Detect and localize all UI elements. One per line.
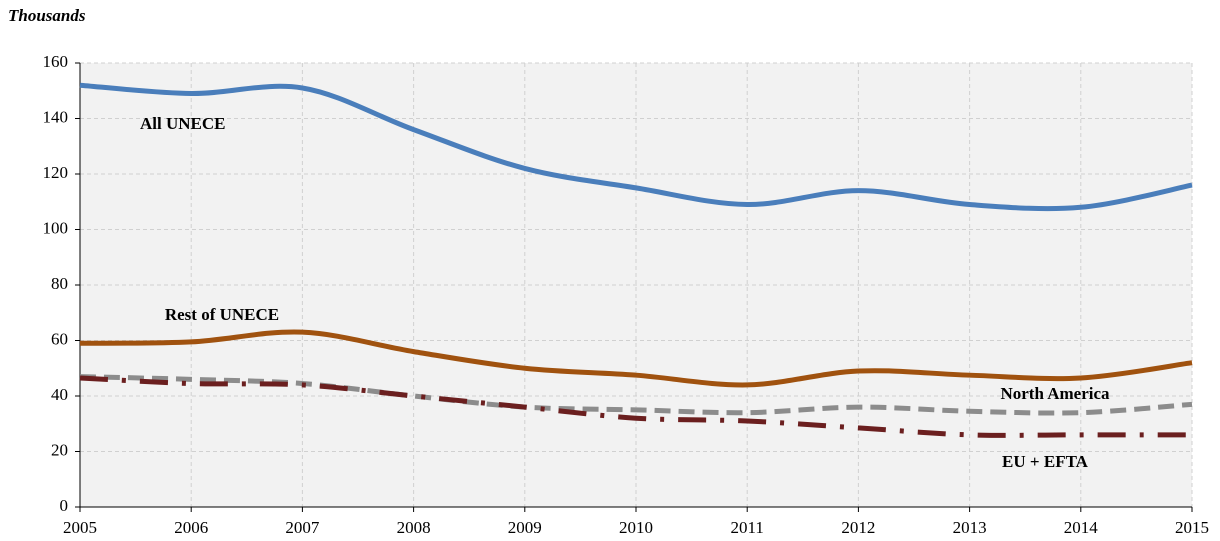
y-tick-label: 60 [51, 329, 68, 348]
y-tick-label: 0 [60, 496, 69, 515]
x-tick-label: 2015 [1175, 518, 1209, 537]
y-tick-label: 100 [43, 218, 69, 237]
x-tick-label: 2006 [174, 518, 208, 537]
series-label: North America [1000, 384, 1110, 403]
series-line [79, 82, 1193, 212]
series-label: All UNECE [140, 114, 225, 133]
series-label: Rest of UNECE [165, 305, 279, 324]
y-tick-label: 160 [43, 52, 69, 71]
x-tick-label: 2009 [508, 518, 542, 537]
y-tick-label: 20 [51, 440, 68, 459]
x-tick-label: 2005 [63, 518, 97, 537]
y-tick-label: 140 [43, 107, 69, 126]
series-line [79, 375, 1192, 438]
y-axis-label: Thousands [8, 6, 86, 25]
y-tick-label: 80 [51, 274, 68, 293]
x-tick-label: 2013 [953, 518, 987, 537]
series-line [79, 329, 1193, 388]
y-tick-label: 120 [43, 163, 69, 182]
x-tick-label: 2008 [397, 518, 431, 537]
x-tick-label: 2007 [285, 518, 320, 537]
y-tick-label: 40 [51, 385, 68, 404]
series-label: EU + EFTA [1002, 452, 1089, 471]
x-tick-label: 2014 [1064, 518, 1099, 537]
series-line [79, 374, 1193, 416]
x-tick-label: 2012 [841, 518, 875, 537]
x-tick-label: 2011 [731, 518, 764, 537]
x-tick-label: 2010 [619, 518, 653, 537]
